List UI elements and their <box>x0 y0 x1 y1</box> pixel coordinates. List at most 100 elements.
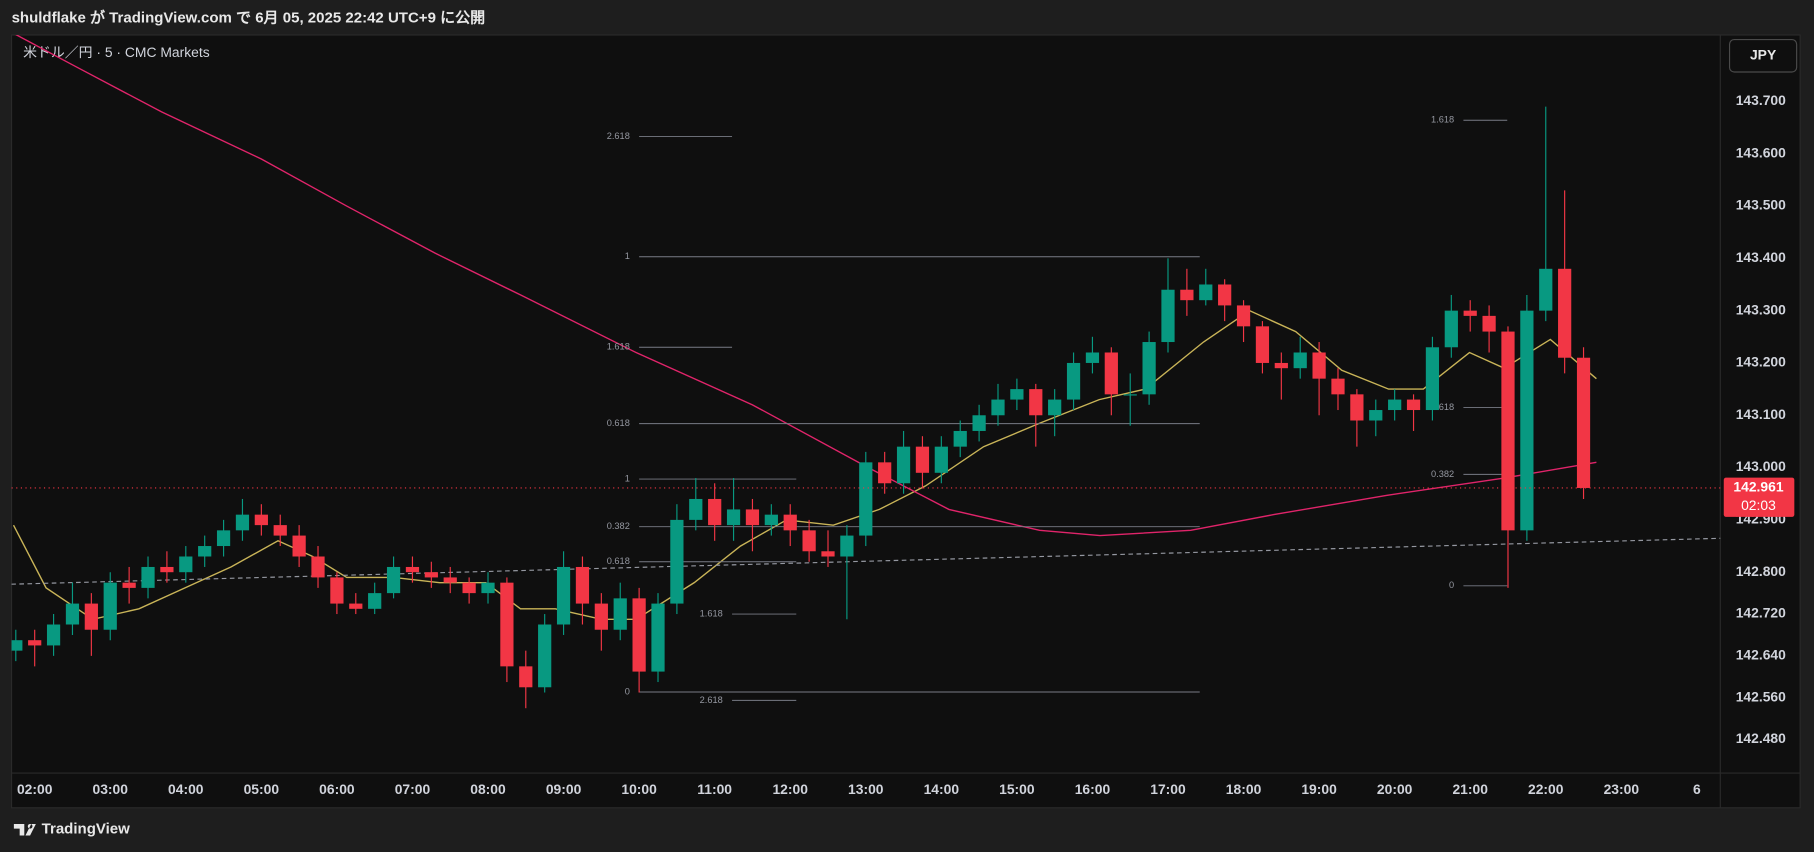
fib-level-label: 0.382 <box>607 521 630 531</box>
candle-body <box>160 566 174 573</box>
candle-body <box>1255 326 1270 363</box>
countdown-label: 02:03 <box>1741 497 1776 513</box>
x-tick-label: 03:00 <box>92 781 128 797</box>
y-tick-label: 142.480 <box>1736 730 1786 746</box>
candle-body <box>46 624 61 646</box>
fib-level-label: 0.382 <box>1431 469 1454 479</box>
x-tick-label: 07:00 <box>395 781 431 797</box>
y-tick-label: 142.640 <box>1736 647 1786 663</box>
candle-body <box>859 462 873 536</box>
candle-body <box>1501 331 1515 531</box>
candle-body <box>368 593 382 609</box>
y-tick-label: 143.200 <box>1736 354 1786 370</box>
candle-body <box>11 640 23 651</box>
candle-body <box>1463 310 1477 316</box>
candle-body <box>1104 352 1118 395</box>
candle-body <box>1331 378 1345 395</box>
fib-level-label: 1.618 <box>700 608 723 618</box>
candle-body <box>500 582 514 667</box>
fib-level-label: 0.618 <box>607 418 630 428</box>
candle-body <box>1048 399 1062 416</box>
candle-body <box>915 446 930 473</box>
candle-body <box>1085 352 1100 363</box>
y-tick-label: 143.300 <box>1736 301 1786 317</box>
x-tick-label: 09:00 <box>546 781 582 797</box>
candle-body <box>179 556 193 573</box>
x-tick-label: 11:00 <box>697 781 732 797</box>
candle-body <box>1388 399 1402 411</box>
trendline <box>11 537 1721 585</box>
candle-body <box>1293 352 1307 369</box>
x-tick-label: 10:00 <box>621 781 657 797</box>
x-tick-label: 18:00 <box>1226 781 1262 797</box>
candle-body <box>1520 310 1534 531</box>
y-tick-label: 143.400 <box>1736 249 1786 265</box>
header-title: shuldflake が TradingView.com で 6月 05, 20… <box>12 9 486 27</box>
candle-body <box>802 530 816 552</box>
candle-body <box>538 624 552 688</box>
currency-button[interactable] <box>1728 39 1798 73</box>
y-tick-label: 143.100 <box>1736 406 1786 422</box>
x-tick-label: 23:00 <box>1604 781 1640 797</box>
candle-body <box>1576 357 1591 488</box>
candle-body <box>84 603 98 630</box>
x-tick-label: 06:00 <box>319 781 355 797</box>
last-price-box <box>1723 477 1795 517</box>
brand-logo <box>13 823 36 836</box>
candle-body <box>273 525 287 536</box>
candle-body <box>122 582 136 588</box>
candle-body <box>1350 394 1364 421</box>
candle-body <box>613 598 627 630</box>
candle-body <box>594 603 608 630</box>
x-tick-label: 05:00 <box>244 781 280 797</box>
x-tick-label: 08:00 <box>470 781 506 797</box>
x-tick-label: 12:00 <box>772 781 808 797</box>
candle-body <box>689 498 703 520</box>
fib-level-label: 0 <box>1449 580 1454 590</box>
candle-body <box>65 603 80 625</box>
x-tick-label: 02:00 <box>17 781 53 797</box>
x-tick-label: 19:00 <box>1301 781 1337 797</box>
fib-level-label: 1.618 <box>1431 115 1454 125</box>
y-tick-label: 142.720 <box>1736 605 1786 621</box>
candle-body <box>556 566 571 625</box>
candle-body <box>878 462 892 484</box>
x-tick-label: 17:00 <box>1150 781 1186 797</box>
plot-area: 2.618 1 1.618 0.618 1 0.382 0.618 1.618 0 2.618 1.… <box>11 34 1721 709</box>
candle-body <box>1406 399 1421 411</box>
candle-body <box>292 535 306 557</box>
x-tick-label: 22:00 <box>1528 781 1564 797</box>
candle-body <box>1425 347 1440 411</box>
candle-body <box>1029 389 1043 416</box>
candle-body <box>198 546 212 557</box>
candle-body <box>708 498 722 526</box>
x-tick-label: 21:00 <box>1452 781 1488 797</box>
candle-body <box>1123 394 1137 396</box>
candle-body <box>1010 389 1024 400</box>
candle-body <box>991 399 1005 416</box>
fib-level-label: 1 <box>625 251 630 261</box>
fib-level-label: 1 <box>625 474 630 484</box>
candle-body <box>1369 410 1383 421</box>
candle-body <box>972 415 986 431</box>
candle-body <box>1539 268 1553 311</box>
candle-body <box>386 566 401 594</box>
candle-body <box>632 598 646 672</box>
candle-body <box>1066 362 1081 400</box>
candle-body <box>330 577 344 604</box>
fib-level-label: 2.618 <box>700 695 723 705</box>
candle-body <box>1444 310 1458 348</box>
candle-body <box>896 446 911 484</box>
candle-body <box>783 514 797 531</box>
candle-body <box>462 582 476 594</box>
candle-body <box>934 446 948 473</box>
candle-body <box>1482 315 1496 332</box>
x-tick-label: 15:00 <box>999 781 1035 797</box>
brand-name: TradingView <box>42 821 130 838</box>
candle-body <box>443 577 457 583</box>
currency-label[interactable]: JPY <box>1750 46 1777 62</box>
candle-body <box>141 566 155 588</box>
y-tick-label: 143.700 <box>1736 92 1786 108</box>
candle-body <box>821 551 835 557</box>
